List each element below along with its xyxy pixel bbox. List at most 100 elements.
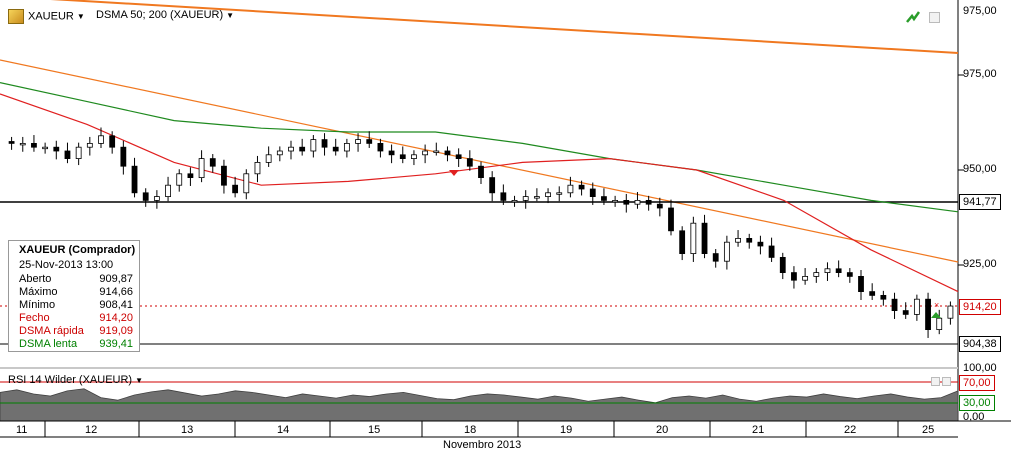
candle[interactable]	[232, 184, 239, 194]
candle[interactable]	[422, 150, 429, 156]
candle[interactable]	[120, 146, 127, 167]
candle[interactable]	[612, 199, 619, 203]
candle[interactable]	[466, 158, 473, 167]
candle[interactable]	[913, 298, 920, 315]
candle[interactable]	[31, 142, 37, 148]
candle[interactable]	[701, 222, 708, 254]
info-datetime: 25-Nov-2013 13:00	[19, 259, 114, 271]
candle[interactable]	[153, 196, 160, 201]
candle[interactable]	[310, 139, 317, 152]
candle[interactable]	[187, 173, 194, 179]
trendline-lower[interactable]	[0, 59, 959, 263]
candle[interactable]	[243, 173, 250, 194]
candle[interactable]	[53, 146, 60, 152]
candle[interactable]	[589, 188, 596, 197]
candle[interactable]	[19, 142, 26, 146]
candle[interactable]	[891, 298, 898, 312]
candle[interactable]	[902, 310, 909, 315]
candle[interactable]	[533, 196, 540, 199]
candle[interactable]	[478, 165, 484, 178]
candle[interactable]	[332, 146, 339, 152]
candle[interactable]	[388, 150, 395, 156]
candle[interactable]	[433, 150, 440, 153]
candle[interactable]	[858, 275, 864, 292]
candle[interactable]	[679, 230, 686, 255]
candle[interactable]	[824, 268, 831, 273]
candle[interactable]	[813, 272, 820, 277]
candle[interactable]	[601, 196, 607, 201]
candle[interactable]	[75, 146, 82, 159]
candle[interactable]	[399, 154, 406, 160]
trend-icon[interactable]	[906, 11, 921, 23]
candle[interactable]	[869, 291, 876, 296]
candle[interactable]	[299, 146, 306, 152]
candle[interactable]	[690, 222, 697, 254]
candle[interactable]	[131, 165, 138, 194]
candle[interactable]	[668, 207, 674, 232]
maximize-icon[interactable]	[929, 12, 940, 23]
candle[interactable]	[835, 268, 842, 273]
rsi-selector[interactable]: RSI 14 Wilder (XAUEUR) ▼	[8, 374, 143, 386]
candle[interactable]	[645, 199, 652, 205]
panel-divider[interactable]	[0, 367, 958, 369]
candle[interactable]	[142, 192, 149, 201]
candle[interactable]	[64, 150, 71, 159]
candle[interactable]	[947, 305, 954, 319]
candle[interactable]	[846, 272, 853, 277]
candle[interactable]	[802, 275, 809, 281]
candle[interactable]	[265, 154, 272, 163]
candle[interactable]	[366, 139, 373, 144]
candle[interactable]	[321, 139, 328, 148]
candle[interactable]	[522, 196, 529, 201]
candle[interactable]	[712, 253, 719, 262]
candle[interactable]	[511, 199, 518, 203]
trendline-upper[interactable]	[0, 0, 959, 54]
sell-signal-marker	[449, 170, 459, 176]
indicator-selector[interactable]: DSMA 50; 200 (XAUEUR) ▼	[96, 9, 234, 21]
symbol-selector[interactable]: XAUEUR ▼	[8, 9, 85, 24]
candle[interactable]	[198, 158, 205, 179]
candle[interactable]	[768, 245, 775, 258]
candle[interactable]	[377, 142, 384, 152]
rsi-maximize-icon[interactable]	[931, 377, 940, 386]
candle[interactable]	[791, 272, 797, 281]
candle[interactable]	[42, 146, 49, 150]
candle[interactable]	[556, 192, 563, 195]
candle[interactable]	[500, 192, 507, 201]
candle[interactable]	[221, 165, 227, 186]
candle[interactable]	[925, 298, 931, 331]
candle[interactable]	[98, 135, 104, 144]
candle[interactable]	[444, 150, 451, 156]
candle[interactable]	[343, 142, 350, 152]
candle[interactable]	[723, 241, 730, 262]
candle[interactable]	[880, 294, 887, 300]
candle[interactable]	[288, 146, 294, 152]
info-row-value: 908,41	[99, 299, 133, 311]
candle[interactable]	[735, 237, 741, 243]
candle[interactable]	[209, 158, 216, 167]
candle[interactable]	[779, 256, 786, 273]
slow-ma-line[interactable]	[0, 82, 959, 213]
candle[interactable]	[276, 150, 283, 156]
candle[interactable]	[936, 317, 943, 331]
candle[interactable]	[176, 173, 183, 186]
candle[interactable]	[355, 139, 361, 144]
candle[interactable]	[254, 161, 261, 175]
candle[interactable]	[489, 177, 496, 194]
candle[interactable]	[165, 184, 171, 197]
candle[interactable]	[455, 154, 462, 160]
candle[interactable]	[656, 203, 663, 209]
candle[interactable]	[578, 184, 585, 190]
candle[interactable]	[545, 192, 551, 198]
candle[interactable]	[411, 154, 417, 160]
candle[interactable]	[86, 142, 93, 148]
candle[interactable]	[8, 141, 15, 144]
candle[interactable]	[746, 237, 753, 243]
candle[interactable]	[623, 199, 630, 205]
candle[interactable]	[634, 199, 641, 205]
candle[interactable]	[567, 184, 574, 194]
rsi-close-icon[interactable]	[942, 377, 951, 386]
candle[interactable]	[109, 135, 116, 148]
candle[interactable]	[757, 241, 764, 247]
